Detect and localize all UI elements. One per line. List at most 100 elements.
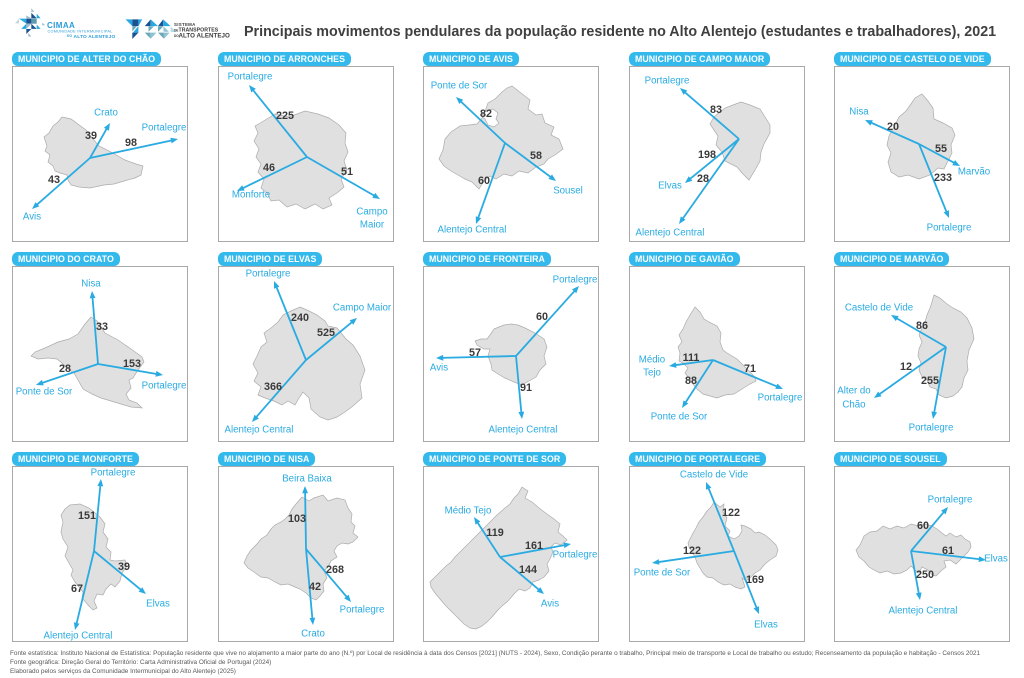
svg-text:Nisa: Nisa	[849, 107, 869, 118]
svg-text:144: 144	[519, 564, 537, 576]
svg-text:111: 111	[683, 352, 700, 364]
svg-text:119: 119	[486, 527, 503, 539]
svg-text:46: 46	[263, 162, 275, 174]
svg-text:Campo Maior: Campo Maior	[333, 303, 392, 314]
svg-text:Portalegre: Portalegre	[228, 72, 273, 83]
svg-text:240: 240	[291, 312, 309, 324]
svg-text:Sousel: Sousel	[553, 186, 583, 197]
svg-text:58: 58	[530, 150, 542, 162]
svg-text:33: 33	[96, 321, 108, 333]
svg-text:103: 103	[288, 513, 306, 525]
svg-text:28: 28	[59, 363, 71, 375]
svg-text:98: 98	[125, 137, 137, 149]
svg-text:TRANSPORTES: TRANSPORTES	[179, 27, 219, 33]
svg-text:57: 57	[469, 347, 481, 359]
svg-text:Elvas: Elvas	[984, 554, 1008, 565]
svg-text:ALTO ALENTEJO: ALTO ALENTEJO	[179, 32, 231, 39]
svg-text:39: 39	[85, 130, 97, 142]
svg-text:Ponte de Sor: Ponte de Sor	[16, 387, 73, 398]
svg-text:Chão: Chão	[842, 400, 865, 411]
svg-text:Maior: Maior	[360, 220, 385, 231]
svg-text:Alentejo Central: Alentejo Central	[489, 425, 558, 436]
svg-text:Alter do: Alter do	[837, 386, 870, 397]
svg-text:Campo: Campo	[356, 207, 387, 218]
svg-text:366: 366	[264, 381, 282, 393]
svg-text:250: 250	[916, 569, 934, 581]
svg-text:Marvão: Marvão	[958, 167, 990, 178]
svg-text:225: 225	[276, 110, 294, 122]
svg-text:Portalegre: Portalegre	[246, 269, 291, 280]
svg-text:153: 153	[123, 358, 141, 370]
svg-text:Crato: Crato	[94, 108, 118, 119]
svg-text:86: 86	[916, 320, 928, 332]
svg-text:SISTEMA: SISTEMA	[174, 22, 196, 27]
svg-text:169: 169	[746, 574, 764, 586]
svg-text:233: 233	[934, 172, 952, 184]
svg-text:39: 39	[118, 561, 130, 573]
svg-text:Portalegre: Portalegre	[645, 76, 690, 87]
svg-text:Alentejo Central: Alentejo Central	[44, 631, 113, 641]
svg-text:Portalegre: Portalegre	[91, 468, 136, 479]
svg-text:42: 42	[309, 581, 321, 593]
svg-text:122: 122	[683, 545, 701, 557]
svg-text:55: 55	[935, 143, 947, 155]
svg-text:61: 61	[942, 545, 954, 557]
svg-text:151: 151	[78, 510, 96, 522]
svg-text:Portalegre: Portalegre	[340, 605, 385, 616]
svg-text:Portalegre: Portalegre	[928, 495, 973, 506]
svg-text:28: 28	[697, 173, 709, 185]
svg-text:Castelo de Vide: Castelo de Vide	[845, 303, 913, 314]
svg-text:Portalegre: Portalegre	[927, 223, 972, 234]
svg-text:268: 268	[326, 564, 344, 576]
svg-text:60: 60	[478, 175, 490, 187]
svg-text:CIMAA: CIMAA	[47, 21, 75, 30]
svg-text:Médio Tejo: Médio Tejo	[445, 506, 492, 517]
svg-text:DE: DE	[174, 28, 178, 32]
svg-text:51: 51	[341, 166, 353, 178]
svg-text:Elvas: Elvas	[146, 599, 170, 610]
svg-text:60: 60	[536, 311, 548, 323]
svg-text:161: 161	[525, 540, 543, 552]
svg-text:Portalegre: Portalegre	[142, 381, 187, 392]
svg-text:COMUNIDADE INTERMUNICIPAL: COMUNIDADE INTERMUNICIPAL	[48, 30, 113, 34]
svg-text:Avis: Avis	[23, 212, 41, 223]
svg-text:Elvas: Elvas	[754, 620, 778, 631]
svg-text:71: 71	[744, 363, 756, 375]
svg-text:Monforte: Monforte	[232, 190, 270, 201]
svg-text:Avis: Avis	[541, 599, 559, 610]
svg-text:82: 82	[480, 108, 492, 120]
svg-text:Crato: Crato	[301, 629, 325, 640]
svg-text:Portalegre: Portalegre	[553, 275, 598, 286]
svg-text:Avis: Avis	[430, 363, 448, 374]
svg-text:43: 43	[48, 174, 60, 186]
svg-text:Portalegre: Portalegre	[909, 423, 954, 434]
svg-text:Alentejo Central: Alentejo Central	[225, 425, 294, 436]
svg-text:Alentejo Central: Alentejo Central	[438, 225, 507, 236]
svg-text:255: 255	[921, 375, 939, 387]
svg-text:Ponte de Sor: Ponte de Sor	[634, 568, 691, 579]
svg-text:Castelo de Vide: Castelo de Vide	[680, 470, 748, 481]
svg-text:ᴰᴼ ALTO ALENTEJO: ᴰᴼ ALTO ALENTEJO	[67, 34, 115, 40]
svg-text:Portalegre: Portalegre	[142, 123, 187, 134]
svg-text:122: 122	[722, 507, 740, 519]
svg-text:83: 83	[710, 104, 722, 116]
svg-text:Ponte de Sor: Ponte de Sor	[651, 412, 708, 423]
svg-text:Alentejo Central: Alentejo Central	[889, 606, 958, 617]
svg-text:88: 88	[685, 375, 697, 387]
svg-text:Nisa: Nisa	[81, 279, 101, 290]
svg-text:67: 67	[71, 583, 83, 595]
svg-text:Médio: Médio	[639, 355, 665, 366]
svg-text:Portalegre: Portalegre	[553, 550, 598, 561]
svg-text:20: 20	[887, 121, 899, 133]
svg-text:Portalegre: Portalegre	[758, 393, 803, 404]
svg-text:Tejo: Tejo	[643, 368, 661, 379]
svg-text:Ponte de Sor: Ponte de Sor	[431, 81, 488, 92]
svg-text:12: 12	[900, 361, 912, 373]
svg-text:60: 60	[917, 520, 929, 532]
svg-text:Alentejo Central: Alentejo Central	[636, 228, 705, 239]
svg-text:91: 91	[520, 382, 532, 394]
svg-text:DO: DO	[174, 34, 179, 38]
svg-text:525: 525	[317, 327, 335, 339]
svg-text:Beira Baixa: Beira Baixa	[282, 474, 332, 485]
svg-text:198: 198	[698, 149, 716, 161]
